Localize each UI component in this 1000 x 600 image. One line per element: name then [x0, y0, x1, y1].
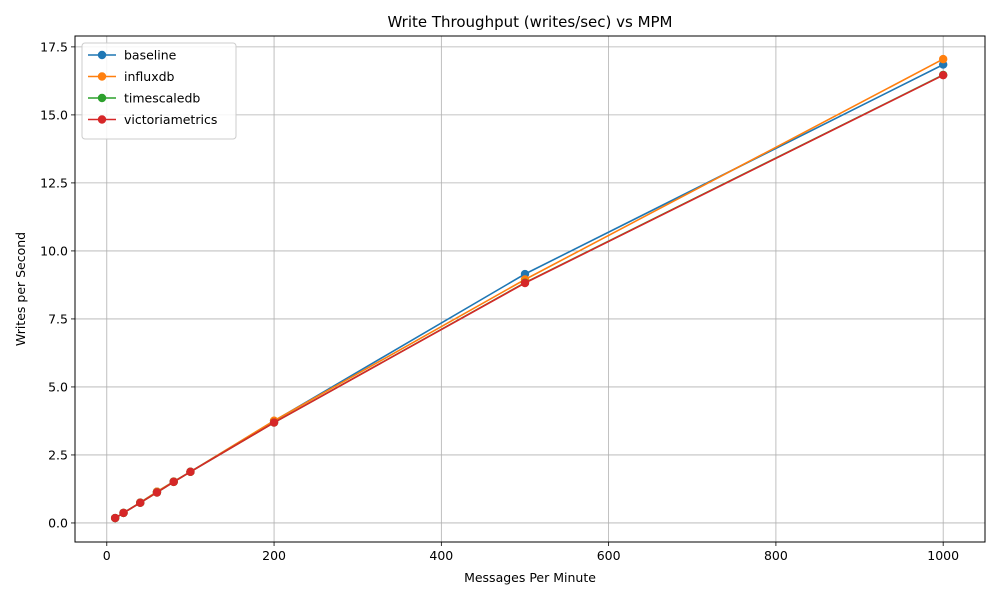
y-tick-label: 7.5: [48, 311, 68, 326]
legend-label: victoriametrics: [124, 112, 217, 127]
data-point: [269, 418, 279, 427]
x-axis: 0 200 400 600 800 1000: [103, 542, 959, 563]
x-tick-label: 400: [429, 548, 453, 563]
legend-box: [81, 42, 237, 140]
y-tick-label: 2.5: [48, 447, 68, 462]
chart-title: Write Throughput (writes/sec) vs MPM: [388, 13, 673, 31]
x-axis-label: Messages Per Minute: [464, 570, 596, 585]
y-axis: 0.0 2.5 5.0 7.5 10.0 12.5 15.0 17.5: [40, 39, 75, 530]
x-tick-label: 1000: [927, 548, 959, 563]
grid: [75, 36, 985, 542]
series-victoriametrics: [110, 70, 948, 523]
y-tick-label: 10.0: [40, 243, 68, 258]
data-point: [119, 508, 128, 518]
legend-label: baseline: [124, 48, 177, 63]
y-tick-label: 17.5: [40, 39, 68, 54]
data-point: [938, 54, 948, 64]
legend-item-timescaledb: timescaledb: [88, 91, 200, 106]
y-tick-label: 0.0: [48, 515, 68, 530]
data-point: [938, 70, 948, 80]
x-tick-label: 600: [597, 548, 621, 563]
y-axis-label: Writes per Second: [13, 232, 28, 346]
x-tick-label: 200: [262, 548, 286, 563]
legend-item-baseline: baseline: [88, 48, 177, 63]
y-tick-label: 5.0: [48, 379, 68, 394]
data-point: [169, 477, 178, 487]
x-tick-label: 800: [764, 548, 788, 563]
series-group: [110, 54, 948, 523]
y-tick-label: 12.5: [40, 175, 68, 190]
data-point: [110, 513, 120, 523]
legend: baseline influxdb timescaledb victoriametri…: [81, 42, 237, 140]
legend-swatch-marker: [97, 115, 107, 124]
x-tick-label: 0: [103, 548, 111, 563]
legend-label: influxdb: [124, 69, 175, 84]
data-point: [520, 278, 530, 288]
data-point: [186, 467, 195, 477]
data-point: [136, 498, 145, 508]
legend-swatch-marker: [97, 50, 107, 60]
legend-swatch-marker: [97, 93, 107, 103]
legend-item-influxdb: influxdb: [88, 69, 175, 84]
legend-label: timescaledb: [124, 91, 200, 106]
data-point: [152, 488, 162, 497]
legend-swatch-marker: [97, 72, 107, 81]
y-tick-label: 15.0: [40, 107, 68, 122]
plot-frame: [74, 35, 986, 543]
legend-item-victoriametrics: victoriametrics: [88, 112, 217, 127]
